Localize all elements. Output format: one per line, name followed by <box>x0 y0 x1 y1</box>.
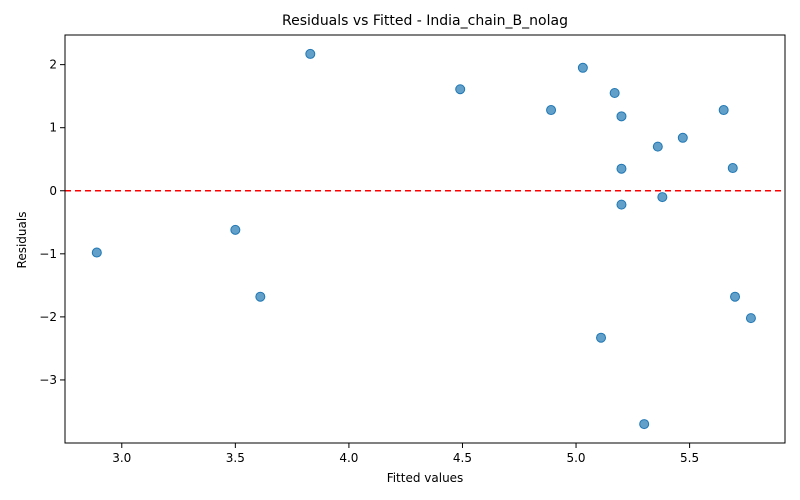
data-point <box>677 132 688 143</box>
data-point <box>718 105 729 116</box>
data-point <box>546 105 557 116</box>
y-tick-label: −2 <box>39 310 57 324</box>
data-point <box>745 313 756 324</box>
x-tick-label: 5.0 <box>566 451 585 465</box>
data-point <box>730 291 741 302</box>
data-point <box>305 48 316 59</box>
y-tick-label: 2 <box>49 58 57 72</box>
data-point <box>455 84 466 95</box>
data-point <box>639 419 650 430</box>
data-point <box>652 141 663 152</box>
x-axis-label: Fitted values <box>387 471 464 485</box>
data-point <box>230 224 241 235</box>
plot-area: 3.0 3.5 4.0 4.5 5.0 5.5 −3 −2 −1 0 1 2 <box>39 34 786 465</box>
data-point <box>657 192 668 203</box>
data-point <box>255 291 266 302</box>
plot-frame <box>64 34 786 444</box>
x-tick-label: 3.0 <box>112 451 131 465</box>
data-point <box>577 62 588 73</box>
y-axis-label: Residuals <box>15 212 29 269</box>
data-point <box>91 247 102 258</box>
y-tick-label: −3 <box>39 373 57 387</box>
data-point <box>596 332 607 343</box>
data-point <box>727 163 738 174</box>
chart-title: Residuals vs Fitted - India_chain_B_nola… <box>282 13 568 29</box>
x-tick-label: 3.5 <box>226 451 245 465</box>
data-point <box>609 88 620 99</box>
y-tick-label: 0 <box>49 184 57 198</box>
y-tick-label: 1 <box>49 121 57 135</box>
y-tick-label: −1 <box>39 247 57 261</box>
data-point <box>616 111 627 122</box>
x-tick-label: 5.5 <box>680 451 699 465</box>
data-point <box>616 199 627 210</box>
data-point <box>616 163 627 174</box>
x-tick-label: 4.0 <box>339 451 358 465</box>
x-tick-label: 4.5 <box>453 451 472 465</box>
